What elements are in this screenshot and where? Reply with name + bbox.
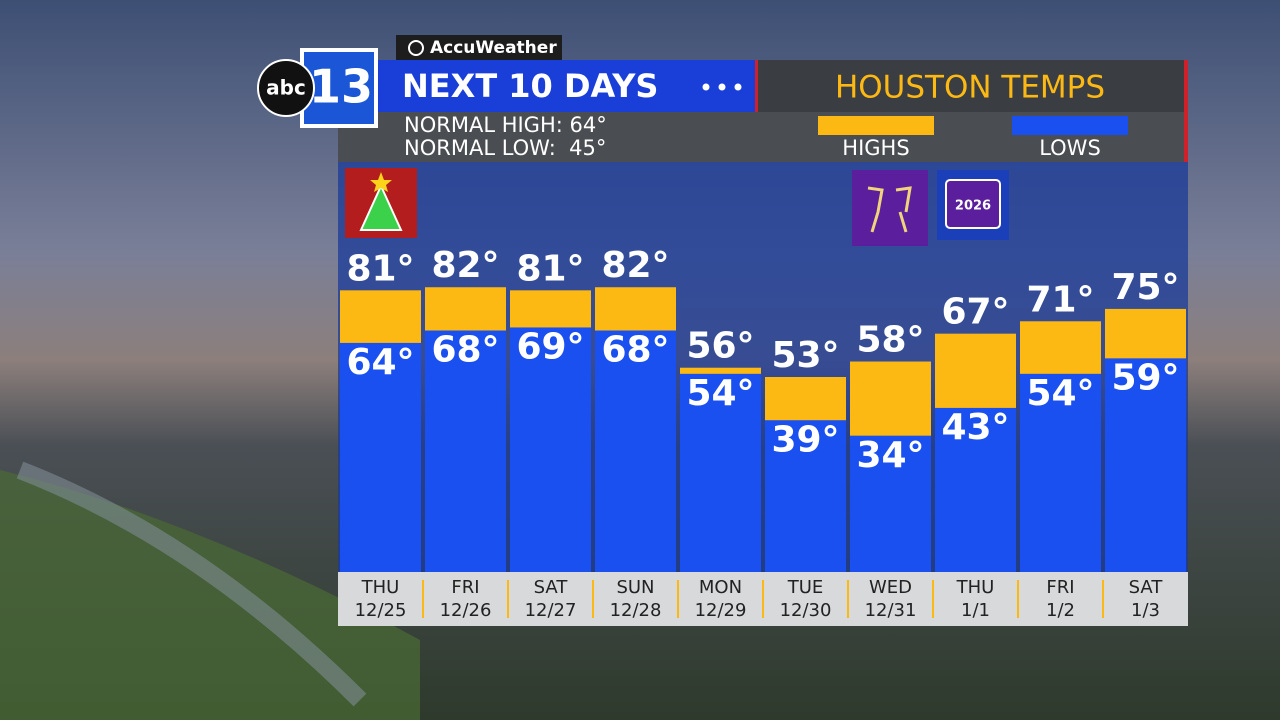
day-label: SAT (534, 577, 569, 598)
low-bar (425, 330, 506, 572)
legend-label: LOWS (1039, 136, 1101, 160)
legend-swatch (818, 116, 934, 135)
tree (359, 183, 403, 231)
low-bar (1105, 358, 1186, 572)
day-label: THU (956, 577, 995, 598)
date-label: 12/27 (525, 600, 577, 621)
day-label: FRI (451, 577, 479, 598)
high-label: 82° (431, 245, 499, 286)
low-bar (1020, 373, 1101, 572)
high-label: 58° (856, 320, 924, 361)
date-divider (1102, 580, 1104, 618)
date-label: 1/2 (1046, 600, 1075, 621)
chart-title: NEXT 10 DAYS (402, 67, 658, 105)
high-label: 71° (1026, 279, 1094, 320)
low-label: 68° (601, 330, 669, 371)
low-label: 43° (941, 407, 1009, 448)
day-label: SAT (1129, 577, 1164, 598)
divider (755, 60, 758, 112)
dot (702, 83, 710, 91)
low-bar (595, 330, 676, 572)
low-bar (680, 373, 761, 572)
high-label: 75° (1111, 267, 1179, 308)
day-label: TUE (787, 577, 824, 598)
date-label: 12/29 (695, 600, 747, 621)
date-divider (507, 580, 509, 618)
date-divider (847, 580, 849, 618)
day-label: SUN (616, 577, 654, 598)
high-label: 81° (346, 248, 414, 289)
sun-icon (408, 40, 424, 56)
low-label: 59° (1111, 357, 1179, 398)
high-bar (425, 287, 506, 331)
low-bar (935, 407, 1016, 572)
date-divider (932, 580, 934, 618)
glasses (867, 186, 912, 233)
low-label: 54° (686, 373, 754, 414)
star (370, 172, 392, 192)
high-bar (510, 290, 591, 328)
date-label: 1/3 (1131, 600, 1160, 621)
date-divider (592, 580, 594, 618)
champagne-icon (852, 170, 928, 246)
bayou (16, 461, 367, 707)
day-label: FRI (1046, 577, 1074, 598)
legend-label: HIGHS (842, 136, 909, 160)
low-label: 34° (856, 435, 924, 476)
date-divider (762, 580, 764, 618)
high-bar (340, 290, 421, 343)
low-bar (850, 435, 931, 572)
dot (734, 83, 742, 91)
low-label: 64° (346, 342, 414, 383)
subtitle-bar (757, 60, 1187, 112)
low-label: 69° (516, 326, 584, 367)
high-label: 53° (771, 335, 839, 376)
chart-subtitle: HOUSTON TEMPS (835, 70, 1105, 106)
date-label: 12/30 (780, 600, 832, 621)
network: abc (266, 76, 306, 100)
title-bar (338, 60, 755, 112)
date-divider (422, 580, 424, 618)
channel: 13 (309, 60, 373, 114)
high-bar (765, 377, 846, 421)
date-label: 1/1 (961, 600, 990, 621)
high-label: 82° (601, 245, 669, 286)
network-logo (257, 59, 315, 117)
calendar-year: 2026 (955, 199, 991, 214)
day-label: THU (361, 577, 400, 598)
legend-swatch (1012, 116, 1128, 135)
provider: AccuWeather (430, 38, 557, 58)
high-label: 56° (686, 326, 754, 367)
high-bar (595, 287, 676, 331)
low-bar (340, 342, 421, 572)
dot (718, 83, 726, 91)
high-bar (935, 333, 1016, 408)
date-divider (677, 580, 679, 618)
low-label: 39° (771, 419, 839, 460)
low-bar (765, 420, 846, 572)
date-divider (1017, 580, 1019, 618)
high-label: 67° (941, 292, 1009, 333)
low-bar (510, 327, 591, 572)
day-label: MON (699, 577, 742, 598)
high-bar (850, 361, 931, 436)
edge (1184, 60, 1188, 162)
high-bar (680, 367, 761, 374)
high-bar (1105, 308, 1186, 359)
annotation: NORMAL HIGH: 64° (404, 113, 607, 137)
calendar (945, 179, 1001, 229)
date-label: 12/28 (610, 600, 662, 621)
low-label: 68° (431, 330, 499, 371)
day-label: WED (869, 577, 912, 598)
high-label: 81° (516, 248, 584, 289)
low-label: 54° (1026, 373, 1094, 414)
date-label: 12/31 (865, 600, 917, 621)
date-label: 12/25 (355, 600, 407, 621)
high-bar (1020, 321, 1101, 374)
date-label: 12/26 (440, 600, 492, 621)
annotation: NORMAL LOW: 45° (404, 136, 606, 160)
logo-inner (304, 52, 374, 124)
